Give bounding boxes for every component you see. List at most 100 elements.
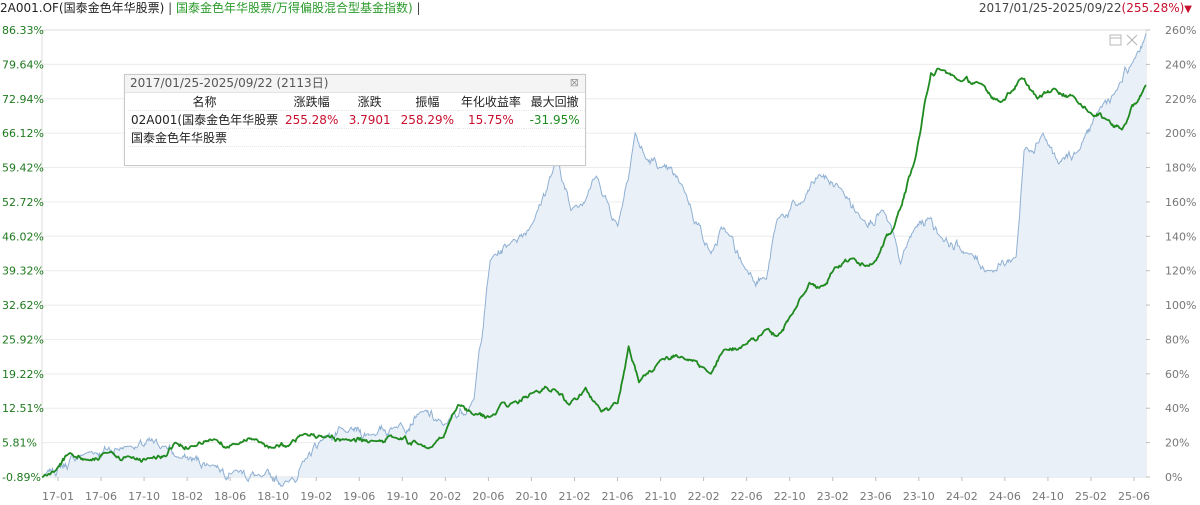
index-area — [42, 33, 1146, 487]
row-name: 国泰金色年华股票 — [128, 128, 282, 147]
row-annualized: 15.75% — [457, 110, 525, 129]
x-tick-label: 18-02 — [171, 490, 203, 503]
x-tick-label: 25-06 — [1118, 490, 1150, 503]
x-tick-label: 21-06 — [602, 490, 634, 503]
maximize-icon[interactable] — [1109, 34, 1122, 46]
close-chart-icon[interactable] — [1126, 34, 1138, 46]
x-tick-label: 23-02 — [817, 490, 849, 503]
col-amplitude: 振幅 — [397, 93, 458, 111]
left-tick-label: 79.64% — [2, 58, 44, 71]
left-tick-label: 59.42% — [2, 162, 44, 175]
col-change: 涨跌 — [342, 93, 398, 111]
table-row: 国泰金色年华股票 — [128, 128, 585, 147]
chart-title: 2A001.OF(国泰金色年华股票) | 国泰金色年华股票/万得偏股混合型基金指… — [0, 0, 421, 16]
x-tick-label: 21-02 — [558, 490, 590, 503]
tooltip-title: 2017/01/25-2025/09/22 (2113日) — [125, 75, 585, 93]
left-tick-label: 5.81% — [2, 437, 37, 450]
index-title[interactable]: 国泰金色年华股票/万得偏股混合型基金指数) — [175, 1, 413, 15]
left-tick-label: 32.62% — [2, 299, 44, 312]
left-tick-label: 25.92% — [2, 333, 44, 346]
date-range[interactable]: 2017/01/25-2025/09/22 — [978, 1, 1122, 15]
x-tick-label: 19-06 — [343, 490, 375, 503]
right-tick-label: 200% — [1165, 127, 1196, 140]
x-tick-label: 21-10 — [645, 490, 677, 503]
right-tick-label: 80% — [1165, 333, 1189, 346]
left-tick-label: 72.94% — [2, 93, 44, 106]
x-tick-label: 18-10 — [257, 490, 289, 503]
fund-title[interactable]: 2A001.OF(国泰金色年华股票) — [0, 1, 165, 15]
x-tick-label: 17-10 — [128, 490, 160, 503]
x-axis: 17-01 17-06 17-10 18-02 18-06 18-10 19-02 19-06… — [42, 477, 1150, 503]
right-tick-label: 180% — [1165, 162, 1196, 175]
right-tick-label: 140% — [1165, 230, 1196, 243]
left-tick-label: 52.72% — [2, 196, 44, 209]
left-tick-label: 19.22% — [2, 368, 44, 381]
x-tick-label: 24-10 — [1032, 490, 1064, 503]
chart-header: 2A001.OF(国泰金色年华股票) | 国泰金色年华股票/万得偏股混合型基金指… — [0, 0, 1200, 16]
x-tick-label: 19-10 — [386, 490, 418, 503]
right-tick-label: 260% — [1165, 24, 1196, 37]
x-tick-label: 17-01 — [42, 490, 74, 503]
right-tick-label: 220% — [1165, 93, 1196, 106]
close-icon[interactable]: ⊠ — [569, 76, 579, 89]
title-separator: | — [164, 1, 176, 15]
data-tooltip[interactable]: 2017/01/25-2025/09/22 (2113日) ⊠ 名称 涨跌幅 涨… — [124, 74, 586, 166]
row-change — [342, 128, 398, 147]
index-line — [41, 33, 1147, 487]
right-tick-label: 20% — [1165, 437, 1189, 450]
fund-series — [41, 67, 1147, 478]
tooltip-header-row: 名称 涨跌幅 涨跌 振幅 年化收益率 最大回撤 — [128, 93, 585, 111]
x-tick-label: 20-10 — [515, 490, 547, 503]
x-tick-label: 23-10 — [903, 490, 935, 503]
right-tick-label: 120% — [1165, 265, 1196, 278]
left-tick-label: 46.02% — [2, 230, 44, 243]
x-tick-label: 17-06 — [85, 490, 117, 503]
x-tick-label: 24-06 — [989, 490, 1021, 503]
x-tick-label: 25-02 — [1075, 490, 1107, 503]
row-change-pct: 255.28% — [281, 110, 343, 129]
row-max-drawdown: -31.95% — [524, 110, 585, 129]
x-tick-label: 18-06 — [214, 490, 246, 503]
chevron-down-icon[interactable]: ▼ — [1184, 4, 1192, 15]
left-axis: 86.33% 79.64% 72.94% 66.12% 59.42% 52.72% 46.0… — [2, 24, 44, 484]
x-tick-label: 24-02 — [946, 490, 978, 503]
left-tick-label: 86.33% — [2, 24, 44, 37]
left-tick-label: 66.12% — [2, 127, 44, 140]
range-return: (255.28%) — [1121, 1, 1185, 15]
x-tick-label: 20-06 — [472, 490, 504, 503]
x-tick-label: 20-02 — [429, 490, 461, 503]
x-tick-label: 23-06 — [860, 490, 892, 503]
x-tick-label: 22-02 — [688, 490, 720, 503]
right-tick-label: 240% — [1165, 58, 1196, 71]
fund-line — [41, 67, 1147, 478]
right-tick-label: 100% — [1165, 299, 1196, 312]
x-tick-label: 22-06 — [731, 490, 763, 503]
row-amplitude — [397, 128, 458, 147]
col-name: 名称 — [128, 93, 282, 111]
x-tick-label: 22-10 — [774, 490, 806, 503]
col-annualized: 年化收益率 — [457, 93, 525, 111]
tooltip-table: 名称 涨跌幅 涨跌 振幅 年化收益率 最大回撤 02A001(国泰金色年华股票 … — [128, 93, 585, 147]
x-tick-label: 19-02 — [300, 490, 332, 503]
left-tick-label: 39.32% — [2, 265, 44, 278]
title-separator-end: | — [412, 1, 421, 15]
index-series — [41, 33, 1147, 487]
col-change-pct: 涨跌幅 — [281, 93, 343, 111]
row-change: 3.7901 — [342, 110, 398, 129]
row-amplitude: 258.29% — [397, 110, 458, 129]
right-tick-label: 0% — [1165, 471, 1182, 484]
left-tick-label: -0.89% — [2, 471, 41, 484]
left-tick-label: 12.51% — [2, 402, 44, 415]
row-annualized — [457, 128, 525, 147]
row-max-drawdown — [524, 128, 585, 147]
right-tick-label: 60% — [1165, 368, 1189, 381]
row-name: 02A001(国泰金色年华股票 — [128, 110, 282, 129]
right-axis: 260% 240% 220% 200% 180% 160% 140% 120% 100% 80% 6… — [1146, 24, 1196, 484]
row-change-pct — [281, 128, 343, 147]
right-tick-label: 160% — [1165, 196, 1196, 209]
col-max-drawdown: 最大回撤 — [524, 93, 585, 111]
right-tick-label: 40% — [1165, 402, 1189, 415]
table-row: 02A001(国泰金色年华股票 255.28% 3.7901 258.29% 1… — [128, 110, 585, 129]
date-range-selector[interactable]: 2017/01/25-2025/09/22(255.28%)▼ — [979, 0, 1192, 18]
